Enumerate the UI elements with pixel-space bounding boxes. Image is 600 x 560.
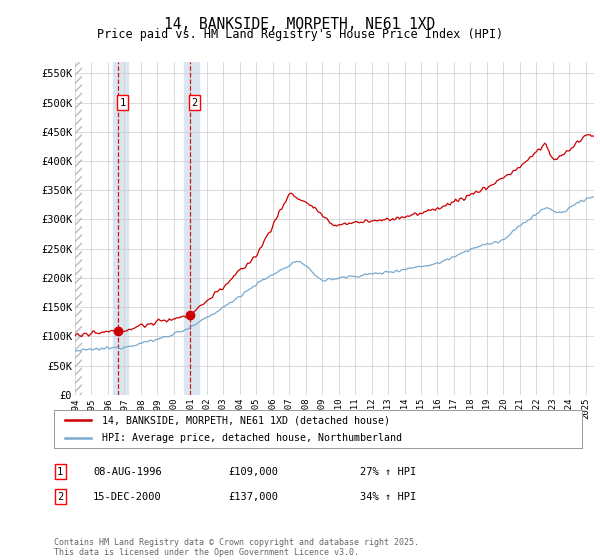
Text: 34% ↑ HPI: 34% ↑ HPI bbox=[360, 492, 416, 502]
Text: £109,000: £109,000 bbox=[228, 466, 278, 477]
Bar bbox=[184, 62, 199, 395]
Text: 1: 1 bbox=[119, 97, 126, 108]
Text: Contains HM Land Registry data © Crown copyright and database right 2025.
This d: Contains HM Land Registry data © Crown c… bbox=[54, 538, 419, 557]
Text: HPI: Average price, detached house, Northumberland: HPI: Average price, detached house, Nort… bbox=[101, 433, 401, 443]
Text: 27% ↑ HPI: 27% ↑ HPI bbox=[360, 466, 416, 477]
Text: Price paid vs. HM Land Registry's House Price Index (HPI): Price paid vs. HM Land Registry's House … bbox=[97, 28, 503, 41]
Text: 08-AUG-1996: 08-AUG-1996 bbox=[93, 466, 162, 477]
Text: 1: 1 bbox=[57, 466, 63, 477]
Bar bbox=[75, 62, 82, 395]
Text: 2: 2 bbox=[191, 97, 197, 108]
Text: 2: 2 bbox=[57, 492, 63, 502]
Text: 14, BANKSIDE, MORPETH, NE61 1XD (detached house): 14, BANKSIDE, MORPETH, NE61 1XD (detache… bbox=[101, 415, 389, 425]
Text: £137,000: £137,000 bbox=[228, 492, 278, 502]
Text: 14, BANKSIDE, MORPETH, NE61 1XD: 14, BANKSIDE, MORPETH, NE61 1XD bbox=[164, 17, 436, 32]
Text: 15-DEC-2000: 15-DEC-2000 bbox=[93, 492, 162, 502]
Bar bbox=[113, 62, 128, 395]
